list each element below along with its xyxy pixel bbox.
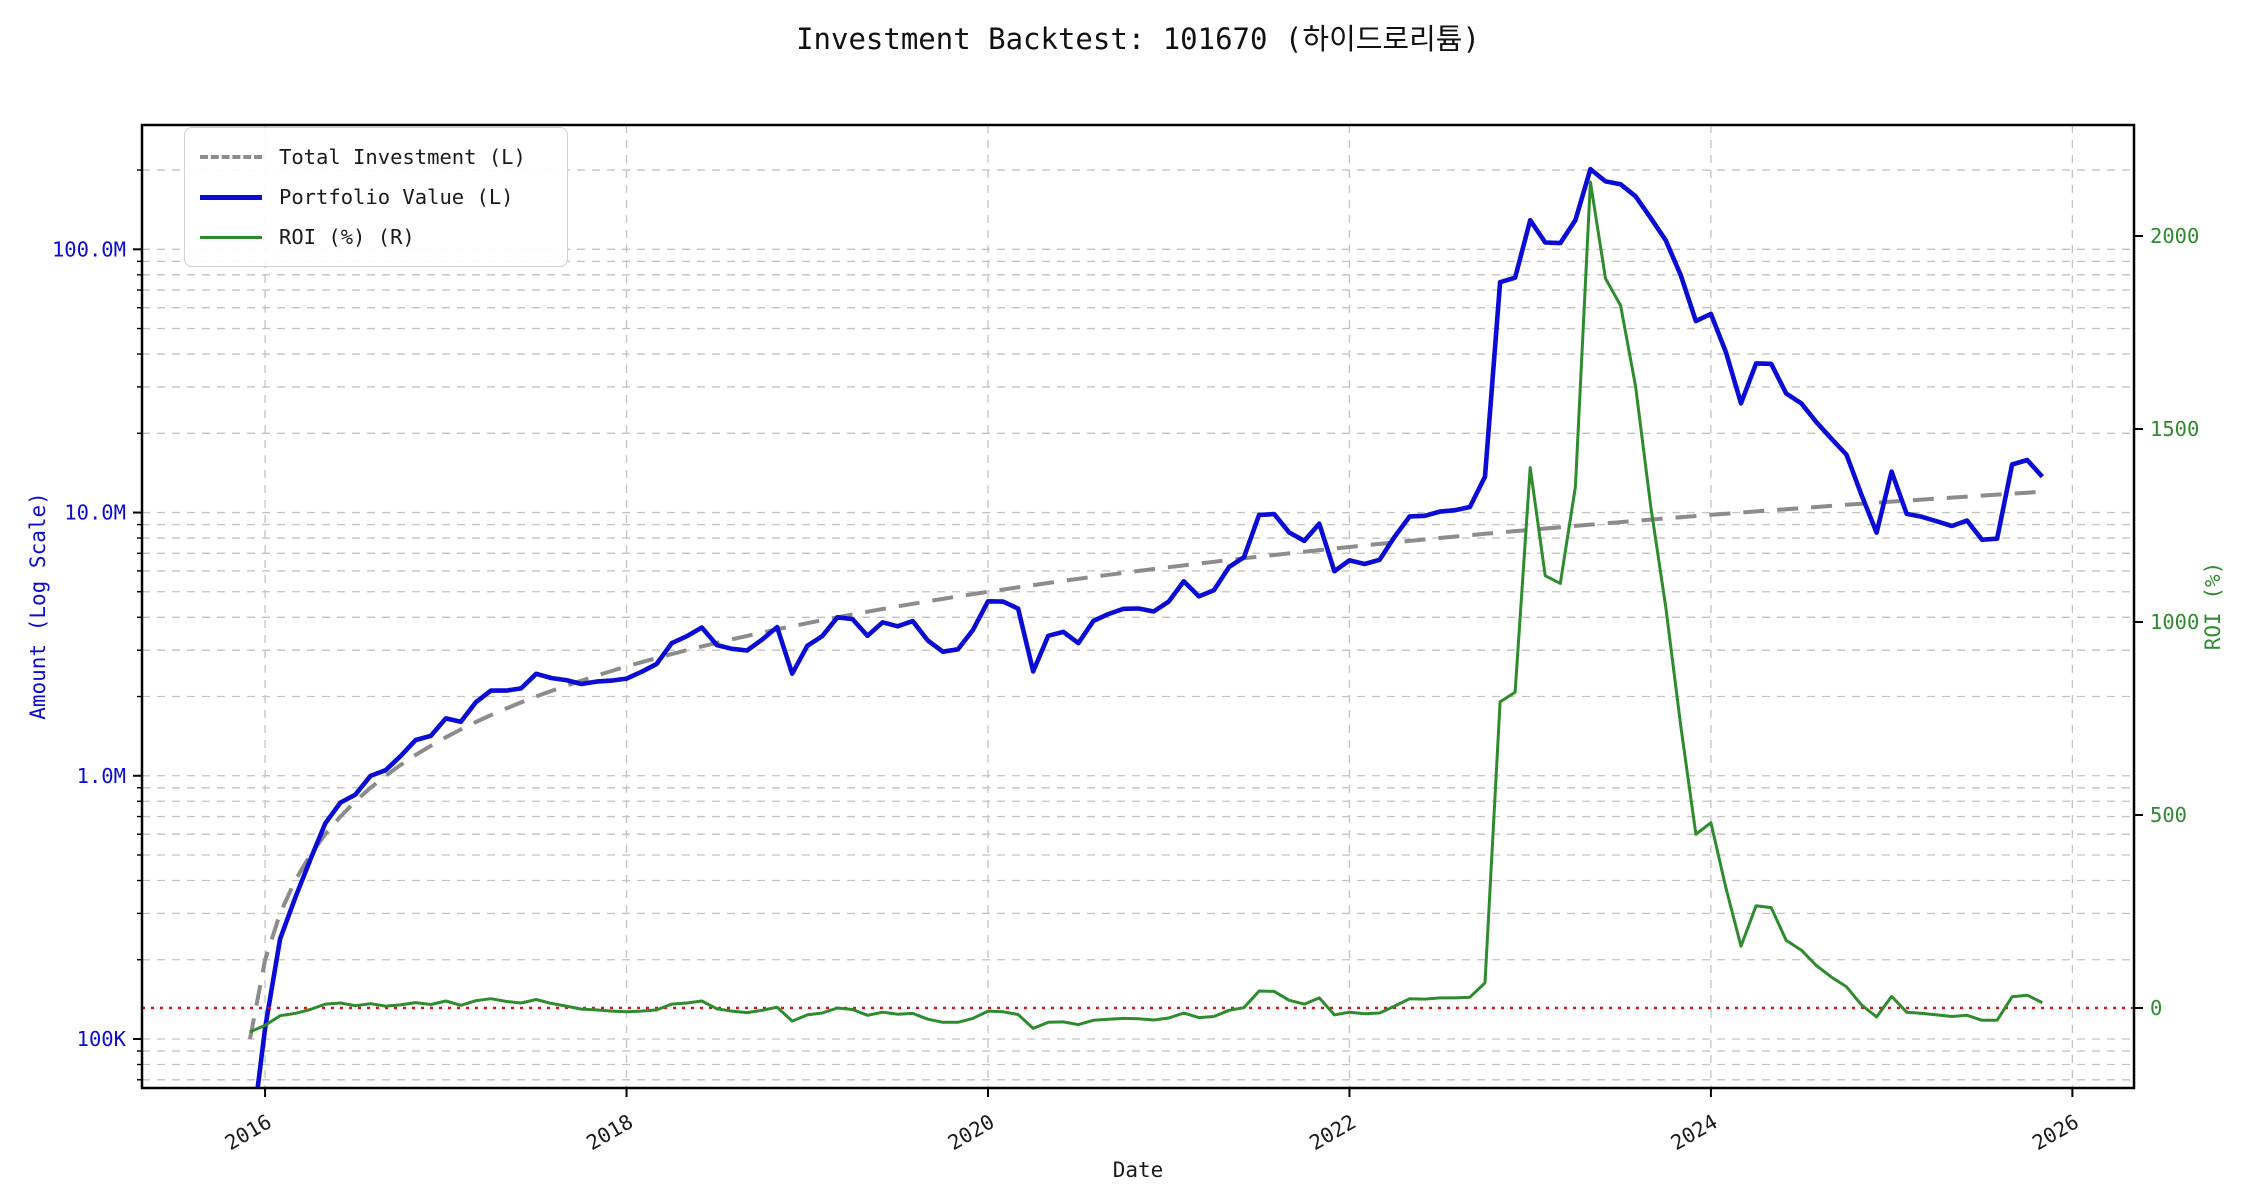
legend: Total Investment (L) Portfolio Value (L)… xyxy=(184,127,568,267)
solid-line-swatch-icon xyxy=(200,194,262,200)
series-portfolio-value-l- xyxy=(255,166,2045,1088)
y-tick-label-right: 500 xyxy=(2150,803,2187,827)
solid-line-swatch-icon xyxy=(200,235,262,239)
legend-item-portfolio-value: Portfolio Value (L) xyxy=(200,177,552,217)
x-axis-label: Date xyxy=(1112,1158,1164,1182)
y-tick-label-left: 1.0M xyxy=(77,764,126,788)
y-tick-label-right: 0 xyxy=(2150,996,2162,1020)
y-tick-label-right: 1000 xyxy=(2150,610,2199,634)
legend-label: ROI (%) (R) xyxy=(279,225,415,249)
x-tick-label: 2016 xyxy=(221,1110,276,1155)
data-series xyxy=(142,166,2134,1088)
tick-marks xyxy=(133,169,2143,1097)
y-tick-label-left: 100.0M xyxy=(52,237,126,261)
x-tick-label: 2024 xyxy=(1667,1110,1722,1155)
gridlines xyxy=(142,125,2134,1088)
dashed-line-swatch-icon xyxy=(200,155,262,159)
x-tick-label: 2018 xyxy=(582,1110,637,1155)
y-tick-label-left: 10.0M xyxy=(64,501,126,525)
y-tick-label-left: 100K xyxy=(77,1027,127,1051)
y-axis-label-right: ROI (%) xyxy=(2201,561,2225,651)
legend-label: Portfolio Value (L) xyxy=(279,185,514,209)
y-axis-label-left: Amount (Log Scale) xyxy=(26,492,50,720)
series-roi-r- xyxy=(249,180,2043,1034)
series-total-investment-l- xyxy=(248,489,2043,1040)
y-tick-label-right: 1500 xyxy=(2150,417,2199,441)
legend-item-roi: ROI (%) (R) xyxy=(200,217,552,257)
y-tick-label-right: 2000 xyxy=(2150,224,2199,248)
x-tick-label: 2020 xyxy=(944,1110,999,1155)
plot-frame xyxy=(140,123,2136,1090)
x-tick-label: 2026 xyxy=(2028,1110,2083,1155)
chart-title: Investment Backtest: 101670 (하이드로리튬) xyxy=(796,22,1480,56)
legend-label: Total Investment (L) xyxy=(279,145,526,169)
legend-item-total-investment: Total Investment (L) xyxy=(200,137,552,177)
x-tick-label: 2022 xyxy=(1305,1110,1360,1155)
